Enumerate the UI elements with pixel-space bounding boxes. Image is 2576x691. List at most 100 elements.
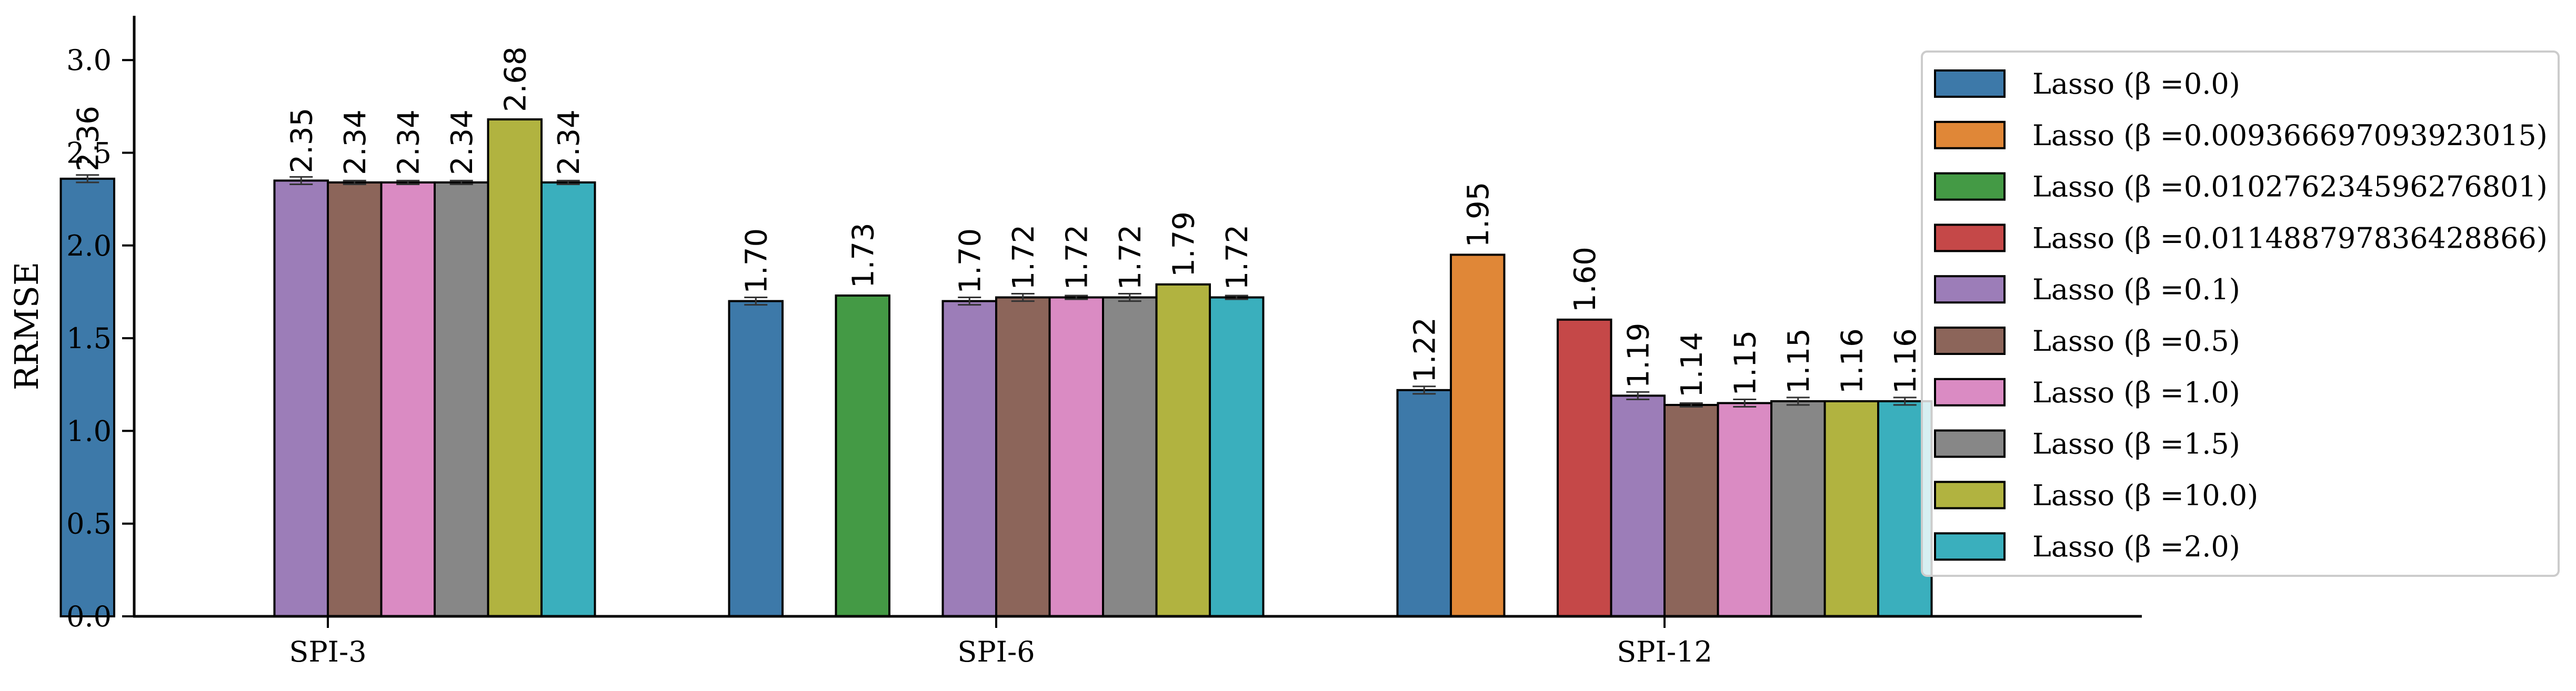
bar-value-label: 1.79 [1167, 211, 1201, 277]
bar-value-label: 2.34 [552, 109, 586, 175]
legend-label: Lasso (β =0.009366697093923015) [2032, 119, 2548, 152]
legend-swatch [1934, 532, 2006, 561]
bar-value-label: 1.72 [1060, 225, 1094, 290]
legend-label: Lasso (β =0.010276234596276801) [2032, 170, 2548, 204]
bar [1610, 394, 1666, 617]
legend-swatch [1934, 172, 2006, 201]
legend-item: Lasso (β =0.009366697093923015) [1934, 119, 2548, 152]
legend-item: Lasso (β =10.0) [1934, 479, 2258, 512]
bars-layer [59, 118, 1933, 618]
legend-label: Lasso (β =2.0) [2032, 530, 2240, 563]
bar-value-label: 2.34 [392, 109, 426, 175]
bar-value-label: 1.15 [1782, 328, 1816, 394]
bar-value-label: 1.60 [1568, 247, 1602, 312]
legend-box [1921, 50, 2560, 577]
bar [1209, 296, 1265, 617]
bar [1770, 400, 1826, 617]
legend-swatch [1934, 275, 2006, 304]
bar-value-label: 1.95 [1461, 182, 1496, 248]
bar [540, 181, 596, 617]
bar-value-label: 1.70 [953, 228, 987, 294]
error-bar [396, 179, 420, 185]
bar-value-label: 1.70 [739, 228, 774, 294]
legend-label: Lasso (β =10.0) [2032, 479, 2258, 512]
ticks-layer: 0.0 0.5 1.0 1.5 2.0 2.5 3.0 SPI-3 SPI-6 SPI-12 [66, 44, 1712, 668]
bar [1048, 296, 1104, 617]
legend-swatch [1934, 481, 2006, 510]
bar-value-label: 2.36 [71, 106, 105, 171]
bar-value-label: 2.35 [285, 108, 319, 174]
bar-value-label: 1.73 [846, 222, 880, 288]
legend-label: Lasso (β =1.5) [2032, 428, 2240, 461]
legend-swatch [1934, 327, 2006, 355]
legend-item: Lasso (β =1.0) [1934, 376, 2240, 409]
error-bar [958, 297, 981, 306]
bar [380, 181, 436, 617]
bar-value-label: 1.19 [1621, 323, 1656, 389]
bar [1557, 318, 1612, 617]
bar-value-label: 1.16 [1889, 328, 1923, 394]
y-tick-label: 2.5 [66, 137, 112, 170]
legend-label: Lasso (β =1.0) [2032, 376, 2240, 409]
bar [434, 181, 489, 617]
bar-value-label: 1.14 [1675, 332, 1709, 398]
bar-value-label: 1.72 [1114, 225, 1148, 290]
bar-value-label: 2.68 [498, 46, 533, 112]
axes-layer [133, 16, 2142, 618]
error-bar [1011, 292, 1035, 302]
bar-value-label: 1.22 [1408, 317, 1442, 383]
bar-value-label: 1.72 [1007, 225, 1041, 290]
error-bar [76, 174, 99, 184]
y-tick-label: 3.0 [66, 44, 112, 77]
error-bar [1225, 294, 1248, 300]
legend-swatch [1934, 120, 2006, 149]
bar [941, 300, 997, 617]
error-bar [1412, 385, 1436, 395]
y-tick-label: 1.5 [66, 322, 112, 355]
error-bar [1786, 397, 1810, 406]
error-bar [289, 176, 313, 185]
error-bar [1893, 397, 1917, 406]
bar [273, 179, 329, 617]
bar-value-label: 1.72 [1220, 225, 1255, 290]
x-tick-label: SPI-12 [1617, 635, 1712, 668]
bar [995, 296, 1051, 617]
y-tick-label: 0.0 [66, 600, 112, 633]
error-bar [1065, 294, 1088, 300]
legend-label: Lasso (β =0.011488797836428866) [2032, 221, 2548, 255]
error-bar [556, 179, 580, 185]
y-tick-label: 0.5 [66, 507, 112, 541]
bar [1102, 296, 1158, 617]
bar-value-label: 1.15 [1728, 330, 1762, 396]
legend-label: Lasso (β =0.0) [2032, 67, 2240, 100]
bar [835, 294, 890, 617]
y-tick-label: 1.0 [66, 414, 112, 448]
x-tick-label: SPI-6 [957, 635, 1035, 668]
bar-value-label: 1.16 [1835, 328, 1869, 394]
bar [728, 300, 784, 617]
bar-value-label: 2.34 [338, 109, 373, 175]
bar [1823, 400, 1879, 617]
legend-item: Lasso (β =2.0) [1934, 530, 2240, 563]
bar [59, 177, 115, 617]
x-tick-label: SPI-3 [289, 635, 366, 668]
bar [1717, 402, 1772, 617]
bar [1450, 253, 1506, 617]
legend-item: Lasso (β =0.010276234596276801) [1934, 170, 2548, 204]
error-bar [449, 179, 473, 185]
legend-swatch [1934, 429, 2006, 458]
y-tick-label: 2.0 [66, 229, 112, 262]
legend-swatch [1934, 223, 2006, 252]
legend-label: Lasso (β =0.5) [2032, 324, 2240, 358]
legend-label: Lasso (β =0.1) [2032, 273, 2240, 306]
bar [1396, 389, 1452, 617]
legend-item: Lasso (β =0.1) [1934, 273, 2240, 306]
error-bar [1118, 292, 1141, 302]
error-bar [1626, 391, 1650, 400]
y-axis-title: RRMSE [7, 262, 46, 391]
legend-item: Lasso (β =0.5) [1934, 324, 2240, 358]
legend-swatch [1934, 378, 2006, 407]
bar [487, 118, 543, 618]
error-bar [744, 297, 768, 306]
